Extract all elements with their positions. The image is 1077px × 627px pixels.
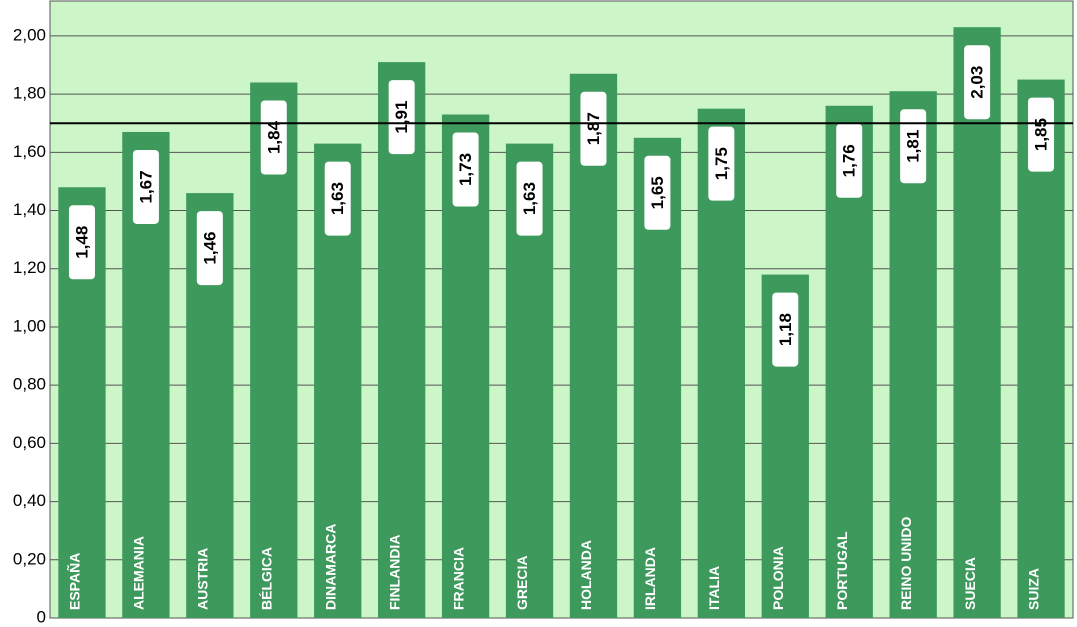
value-label: 1,75 xyxy=(708,126,735,201)
value-label-text: 1,63 xyxy=(520,182,539,215)
bar xyxy=(377,62,426,619)
y-tick-label: 1,20 xyxy=(13,258,46,277)
y-tick-label: 1,80 xyxy=(13,84,46,103)
value-label-box xyxy=(708,126,735,201)
x-tick-label: BÉLGICA xyxy=(258,547,274,610)
x-tick-label: POLONIA xyxy=(770,546,786,610)
x-tick-label: REINO UNIDO xyxy=(898,517,914,610)
value-label: 1,81 xyxy=(900,109,927,184)
value-label-box xyxy=(388,80,415,155)
x-tick-label: AUSTRIA xyxy=(195,548,211,610)
value-label-box xyxy=(260,100,287,175)
value-label-text: 1,85 xyxy=(1032,118,1051,151)
x-tick-label: ALEMANIA xyxy=(131,536,147,610)
y-tick-label: 0,80 xyxy=(13,375,46,394)
y-tick-label: 0 xyxy=(37,607,46,626)
value-label-box xyxy=(132,149,159,224)
value-label-text: 1,91 xyxy=(392,101,411,134)
value-label-box xyxy=(516,161,543,236)
value-label: 1,18 xyxy=(772,292,799,367)
value-label: 1,67 xyxy=(132,149,159,224)
value-label: 1,85 xyxy=(1028,97,1055,172)
x-tick-label: FRANCIA xyxy=(450,547,466,610)
value-label-box xyxy=(772,292,799,367)
value-label-box xyxy=(452,132,479,207)
value-label-text: 1,75 xyxy=(712,147,731,180)
value-label-box xyxy=(580,91,607,166)
y-tick-label: 0,60 xyxy=(13,433,46,452)
value-label-box xyxy=(196,211,223,286)
value-label-box xyxy=(68,205,95,280)
value-label-box xyxy=(324,161,351,236)
value-label-text: 1,81 xyxy=(904,130,923,163)
value-label-box xyxy=(1028,97,1055,172)
value-label: 1,46 xyxy=(196,211,223,286)
value-label: 1,48 xyxy=(68,205,95,280)
value-label-text: 2,03 xyxy=(968,66,987,99)
value-label-text: 1,65 xyxy=(648,176,667,209)
bar xyxy=(953,27,1001,618)
value-label: 1,91 xyxy=(388,80,415,155)
x-tick-label: SUIZA xyxy=(1026,568,1042,610)
y-tick-label: 0,40 xyxy=(13,491,46,510)
x-tick-label: ITALIA xyxy=(706,566,722,610)
y-tick-label: 1,40 xyxy=(13,200,46,219)
value-label-text: 1,63 xyxy=(328,182,347,215)
value-label-text: 1,76 xyxy=(840,144,859,177)
value-label-box xyxy=(836,123,863,198)
x-tick-label: FINLANDIA xyxy=(386,535,402,610)
value-label-text: 1,18 xyxy=(776,313,795,346)
x-tick-label: SUECIA xyxy=(962,557,978,610)
x-tick-label: IRLANDA xyxy=(642,547,658,610)
value-label-box xyxy=(644,155,671,230)
value-label: 1,63 xyxy=(324,161,351,236)
value-label: 1,84 xyxy=(260,100,287,175)
x-tick-label: PORTUGAL xyxy=(834,531,850,610)
y-tick-label: 1,00 xyxy=(13,316,46,335)
y-tick-label: 1,60 xyxy=(13,142,46,161)
x-tick-label: GRECIA xyxy=(514,556,530,610)
value-label-box xyxy=(900,109,927,184)
value-label-text: 1,84 xyxy=(264,120,283,154)
y-tick-label: 2,00 xyxy=(13,25,46,44)
value-label-text: 1,46 xyxy=(200,232,219,265)
value-label: 1,73 xyxy=(452,132,479,207)
y-tick-label: 0,20 xyxy=(13,549,46,568)
value-label-text: 1,67 xyxy=(136,170,155,203)
x-tick-label: ESPAÑA xyxy=(66,553,83,610)
value-label-text: 1,73 xyxy=(456,153,475,186)
value-label: 2,03 xyxy=(964,45,991,120)
value-label: 1,76 xyxy=(836,123,863,198)
value-label: 1,87 xyxy=(580,91,607,166)
x-tick-label: DINAMARCA xyxy=(322,524,338,610)
x-tick-label: HOLANDA xyxy=(578,540,594,610)
value-label-text: 1,48 xyxy=(72,226,91,259)
value-label-text: 1,87 xyxy=(584,112,603,145)
value-label-box xyxy=(964,45,991,120)
value-label: 1,63 xyxy=(516,161,543,236)
value-label: 1,65 xyxy=(644,155,671,230)
